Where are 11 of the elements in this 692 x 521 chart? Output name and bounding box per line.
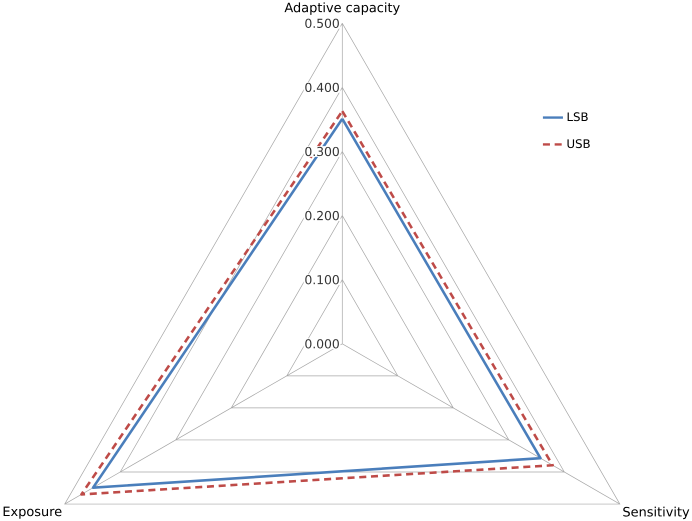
y-tick-label: 0.000	[305, 338, 339, 348]
spoke-label: Exposure	[4, 506, 62, 518]
legend-label: USB	[567, 138, 590, 148]
y-tick-label: 0.500	[305, 18, 339, 28]
legend-label: LSB	[568, 112, 588, 121]
spoke-label: Sensitivity	[623, 506, 690, 519]
y-tick-label: 0.300	[305, 146, 339, 156]
y-tick-label: 0.400	[305, 82, 339, 92]
y-tick-label: 0.200	[305, 210, 339, 220]
spoke-label: Adaptive capacity	[284, 2, 400, 15]
y-tick-label: 0.100	[305, 274, 339, 284]
